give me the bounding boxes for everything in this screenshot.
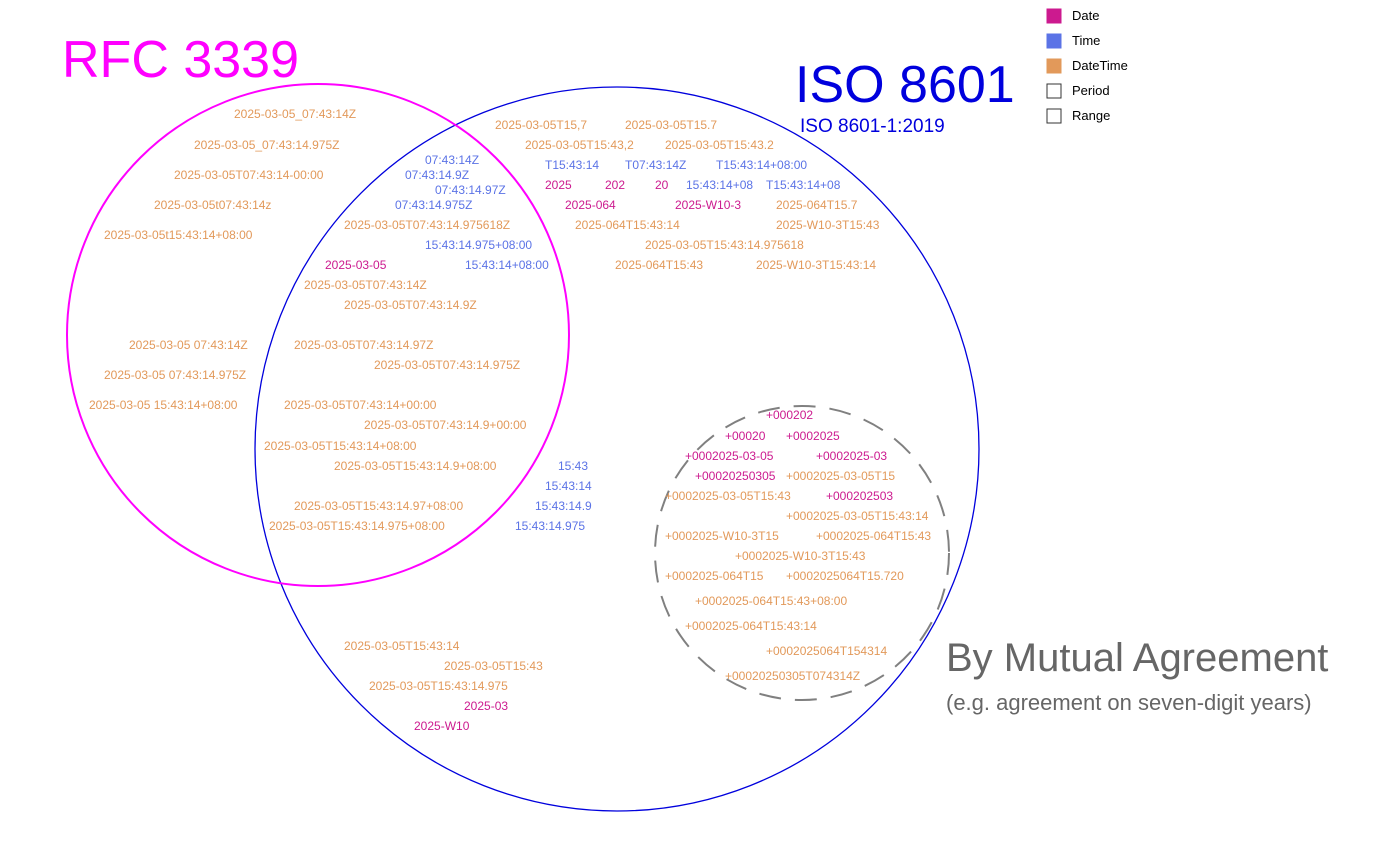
example-iso-only-datetime-2025-03-05t15-7: 2025-03-05T15.7 xyxy=(625,118,717,132)
example-mutual-datetime-0002025-03-05t15: +0002025-03-05T15 xyxy=(786,469,895,483)
example-iso-only-time-15-43-14: 15:43:14 xyxy=(545,479,592,493)
example-both-datetime-2025-03-05t07-43-14z: 2025-03-05T07:43:14Z xyxy=(304,278,427,292)
example-rfc-only-datetime-2025-03-05t07-43-14-00-00: 2025-03-05T07:43:14-00:00 xyxy=(174,168,324,182)
example-iso-only-time-15-43-14-9: 15:43:14.9 xyxy=(535,499,592,513)
legend-swatch-time[interactable] xyxy=(1046,33,1062,49)
mutual-agreement-subtitle: (e.g. agreement on seven-digit years) xyxy=(946,690,1312,715)
example-rfc-only-datetime-2025-03-05t15-43-14-08-00: 2025-03-05t15:43:14+08:00 xyxy=(104,228,253,242)
example-both-datetime-2025-03-05t15-43-14-08-00: 2025-03-05T15:43:14+08:00 xyxy=(264,439,417,453)
example-rfc-only-datetime-2025-03-05-15-43-14-08-00: 2025-03-05 15:43:14+08:00 xyxy=(89,398,238,412)
example-iso-only-time-t07-43-14z: T07:43:14Z xyxy=(625,158,686,172)
example-iso-only-date-2025-03: 2025-03 xyxy=(464,699,508,713)
legend-swatch-period[interactable] xyxy=(1046,83,1062,99)
example-mutual-datetime-0002025-03-05t15-43: +0002025-03-05T15:43 xyxy=(665,489,791,503)
example-mutual-date-0002025-03-05: +0002025-03-05 xyxy=(685,449,774,463)
example-iso-only-date-202: 202 xyxy=(605,178,625,192)
example-iso-only-datetime-2025-03-05t15-43: 2025-03-05T15:43 xyxy=(444,659,543,673)
iso-8601-title: ISO 8601 xyxy=(795,56,1015,114)
example-iso-only-time-15-43: 15:43 xyxy=(558,459,588,473)
example-mutual-datetime-0002025064t15-720: +0002025064T15.720 xyxy=(786,569,904,583)
rfc-3339-title: RFC 3339 xyxy=(62,31,299,89)
legend-label-date[interactable]: Date xyxy=(1072,8,1099,23)
legend-swatch-date[interactable] xyxy=(1046,8,1062,24)
example-both-time-07-43-14-9z: 07:43:14.9Z xyxy=(405,168,469,182)
example-mutual-datetime-0002025-064t15: +0002025-064T15 xyxy=(665,569,764,583)
example-iso-only-datetime-2025-064t15-43-14: 2025-064T15:43:14 xyxy=(575,218,680,232)
example-rfc-only-datetime-2025-03-05t07-43-14z: 2025-03-05t07:43:14z xyxy=(154,198,271,212)
example-both-datetime-2025-03-05t15-43-14-975-08-00: 2025-03-05T15:43:14.975+08:00 xyxy=(269,519,445,533)
iso-8601-subtitle: ISO 8601-1:2019 xyxy=(800,116,945,137)
example-mutual-datetime-0002025-064t15-43: +0002025-064T15:43 xyxy=(816,529,931,543)
example-iso-only-datetime-2025-064t15-7: 2025-064T15.7 xyxy=(776,198,858,212)
example-mutual-date-000202503: +000202503 xyxy=(826,489,893,503)
mutual-agreement-circle xyxy=(654,405,950,701)
example-both-datetime-2025-03-05t07-43-14-9-00-00: 2025-03-05T07:43:14.9+00:00 xyxy=(364,418,527,432)
example-both-time-07-43-14z: 07:43:14Z xyxy=(425,153,479,167)
example-mutual-date-000202: +000202 xyxy=(766,408,813,422)
example-mutual-datetime-0002025-w10-3t15-43: +0002025-W10-3T15:43 xyxy=(735,549,866,563)
example-both-time-15-43-14-08-00: 15:43:14+08:00 xyxy=(465,258,549,272)
example-iso-only-datetime-2025-064t15-43: 2025-064T15:43 xyxy=(615,258,703,272)
example-both-time-07-43-14-97z: 07:43:14.97Z xyxy=(435,183,506,197)
example-iso-only-time-t15-43-14-08: T15:43:14+08 xyxy=(766,178,841,192)
example-iso-only-date-2025-064: 2025-064 xyxy=(565,198,616,212)
example-both-datetime-2025-03-05t07-43-14-9z: 2025-03-05T07:43:14.9Z xyxy=(344,298,477,312)
legend-swatch-range[interactable] xyxy=(1046,108,1062,124)
example-both-time-07-43-14-975z: 07:43:14.975Z xyxy=(395,198,472,212)
example-both-datetime-2025-03-05t15-43-14-9-08-00: 2025-03-05T15:43:14.9+08:00 xyxy=(334,459,497,473)
legend-label-datetime[interactable]: DateTime xyxy=(1072,58,1128,73)
example-mutual-datetime-00020250305t074314z: +00020250305T074314Z xyxy=(725,669,860,683)
example-iso-only-datetime-2025-03-05t15-43-14-975: 2025-03-05T15:43:14.975 xyxy=(369,679,508,693)
example-iso-only-datetime-2025-03-05t15-43-2: 2025-03-05T15:43.2 xyxy=(665,138,774,152)
example-mutual-date-00020250305: +00020250305 xyxy=(695,469,776,483)
example-iso-only-date-20: 20 xyxy=(655,178,669,192)
example-labels: 2025-03-05_07:43:14Z 2025-03-05_07:43:14.… xyxy=(89,107,931,733)
example-mutual-date-0002025: +0002025 xyxy=(786,429,840,443)
example-iso-only-time-t15-43-14: T15:43:14 xyxy=(545,158,599,172)
example-mutual-datetime-0002025064t154314: +0002025064T154314 xyxy=(766,644,887,658)
legend-label-range[interactable]: Range xyxy=(1072,108,1110,123)
example-iso-only-datetime-2025-w10-3t15-43: 2025-W10-3T15:43 xyxy=(776,218,880,232)
example-both-time-15-43-14-975-08-00: 15:43:14.975+08:00 xyxy=(425,238,532,252)
example-mutual-datetime-0002025-03-05t15-43-14: +0002025-03-05T15:43:14 xyxy=(786,509,929,523)
rfc-3339-circle xyxy=(66,83,570,587)
example-iso-only-datetime-2025-w10-3t15-43-14: 2025-W10-3T15:43:14 xyxy=(756,258,876,272)
example-iso-only-time-15-43-14-08: 15:43:14+08 xyxy=(686,178,753,192)
example-mutual-datetime-0002025-w10-3t15: +0002025-W10-3T15 xyxy=(665,529,779,543)
example-both-datetime-2025-03-05t07-43-14-975618z: 2025-03-05T07:43:14.975618Z xyxy=(344,218,510,232)
legend-swatch-datetime[interactable] xyxy=(1046,58,1062,74)
example-iso-only-datetime-2025-03-05t15-43-2: 2025-03-05T15:43,2 xyxy=(525,138,634,152)
example-both-datetime-2025-03-05t15-43-14-97-08-00: 2025-03-05T15:43:14.97+08:00 xyxy=(294,499,463,513)
mutual-agreement-title: By Mutual Agreement xyxy=(946,636,1328,680)
example-mutual-date-0002025-03: +0002025-03 xyxy=(816,449,887,463)
legend-label-period[interactable]: Period xyxy=(1072,83,1110,98)
example-rfc-only-datetime-2025-03-05-07-43-14z: 2025-03-05 07:43:14Z xyxy=(129,338,248,352)
example-rfc-only-datetime-2025-03-05-07-43-14z: 2025-03-05_07:43:14Z xyxy=(234,107,356,121)
example-both-date-2025-03-05: 2025-03-05 xyxy=(325,258,387,272)
example-mutual-datetime-0002025-064t15-43-08-00: +0002025-064T15:43+08:00 xyxy=(695,594,847,608)
example-rfc-only-datetime-2025-03-05-07-43-14-975z: 2025-03-05 07:43:14.975Z xyxy=(104,368,246,382)
legend-label-time[interactable]: Time xyxy=(1072,33,1100,48)
example-iso-only-date-2025-w10: 2025-W10 xyxy=(414,719,470,733)
example-both-datetime-2025-03-05t07-43-14-975z: 2025-03-05T07:43:14.975Z xyxy=(374,358,520,372)
example-mutual-date-00020: +00020 xyxy=(725,429,766,443)
iso-8601-circle xyxy=(254,86,980,812)
example-iso-only-time-15-43-14-975: 15:43:14.975 xyxy=(515,519,585,533)
example-iso-only-date-2025-w10-3: 2025-W10-3 xyxy=(675,198,741,212)
example-mutual-datetime-0002025-064t15-43-14: +0002025-064T15:43:14 xyxy=(685,619,817,633)
example-iso-only-time-t15-43-14-08-00: T15:43:14+08:00 xyxy=(716,158,807,172)
example-iso-only-date-2025: 2025 xyxy=(545,178,572,192)
example-iso-only-datetime-2025-03-05t15-43-14-975618: 2025-03-05T15:43:14.975618 xyxy=(645,238,804,252)
example-iso-only-datetime-2025-03-05t15-7: 2025-03-05T15,7 xyxy=(495,118,587,132)
example-both-datetime-2025-03-05t07-43-14-00-00: 2025-03-05T07:43:14+00:00 xyxy=(284,398,437,412)
example-iso-only-datetime-2025-03-05t15-43-14: 2025-03-05T15:43:14 xyxy=(344,639,460,653)
example-both-datetime-2025-03-05t07-43-14-97z: 2025-03-05T07:43:14.97Z xyxy=(294,338,433,352)
example-rfc-only-datetime-2025-03-05-07-43-14-975z: 2025-03-05_07:43:14.975Z xyxy=(194,138,339,152)
